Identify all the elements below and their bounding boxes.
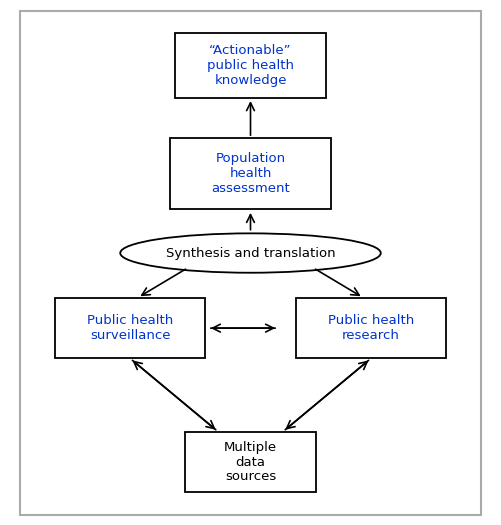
Text: “Actionable”
public health
knowledge: “Actionable” public health knowledge xyxy=(207,44,294,87)
Bar xyxy=(55,298,205,358)
Bar xyxy=(185,432,316,492)
Bar xyxy=(170,138,331,208)
Text: Public health
surveillance: Public health surveillance xyxy=(87,314,173,342)
Bar xyxy=(296,298,446,358)
Text: Population
health
assessment: Population health assessment xyxy=(211,152,290,195)
Text: Public health
research: Public health research xyxy=(328,314,414,342)
Ellipse shape xyxy=(120,233,381,273)
Bar xyxy=(175,33,326,99)
Text: Multiple
data
sources: Multiple data sources xyxy=(224,440,277,484)
Text: Synthesis and translation: Synthesis and translation xyxy=(166,247,335,259)
